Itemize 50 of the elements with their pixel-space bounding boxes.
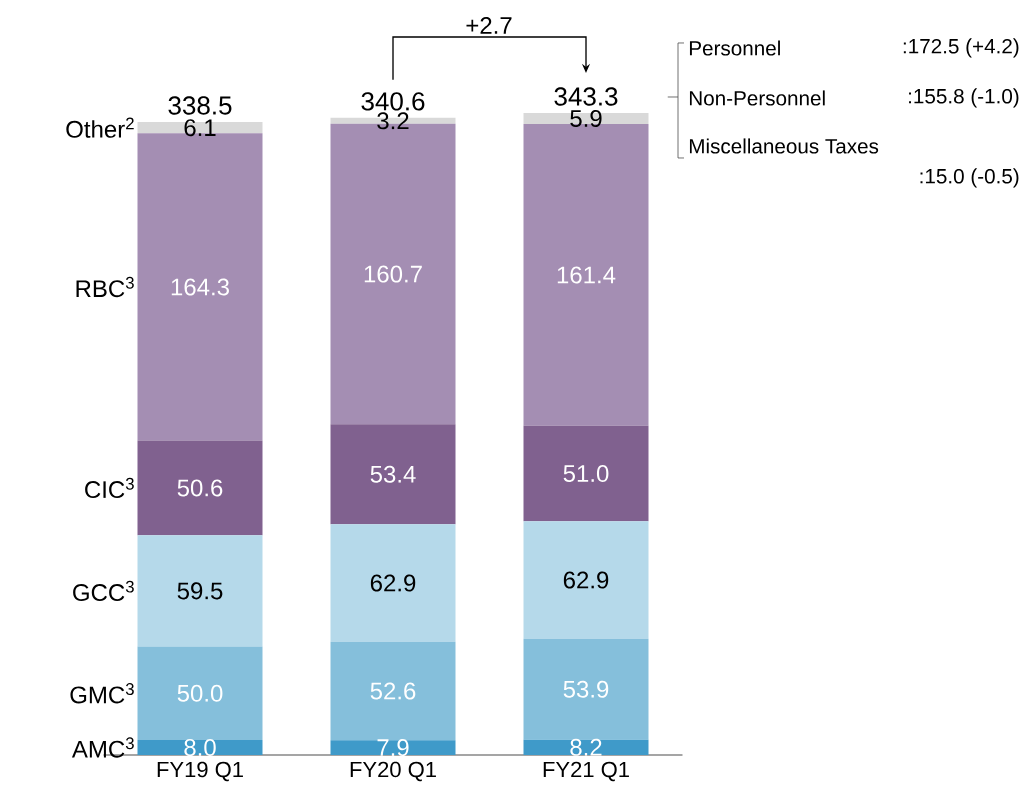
- data-label: 51.0: [563, 465, 609, 483]
- total-label: 343.3: [554, 87, 618, 106]
- bar: [137, 535, 263, 647]
- data-label: 8.2: [570, 738, 602, 756]
- x-tick-label: FY21 Q1: [543, 761, 629, 782]
- bar: [137, 440, 263, 536]
- data-label: 53.9: [563, 680, 609, 698]
- bar: [330, 641, 456, 741]
- series-label: GCC$^{3}$: [73, 580, 134, 602]
- text: +2.7: [466, 16, 512, 34]
- bar: [330, 740, 456, 755]
- x-tick-label: FY20 Q1: [350, 761, 436, 782]
- bar: [523, 521, 649, 639]
- bar: [523, 425, 649, 522]
- data-label: 160.7: [364, 265, 422, 283]
- x-tick-label: FY19 Q1: [157, 761, 243, 782]
- data-label: 53.4: [370, 465, 416, 483]
- series-label: GMC$^{3}$: [70, 683, 134, 704]
- bar: [523, 638, 649, 740]
- bar: [330, 424, 456, 525]
- data-label: 5.9: [570, 109, 602, 127]
- text: Miscellaneous Taxes: [689, 138, 879, 154]
- data-label: 50.6: [177, 479, 223, 497]
- series-label: AMC$^{3}$: [71, 737, 134, 758]
- bar: [330, 524, 456, 642]
- data-label: 3.2: [377, 112, 409, 130]
- data-label: 52.6: [370, 682, 416, 700]
- bar: [523, 112, 649, 125]
- series-label: RBC$^{3}$: [76, 276, 134, 298]
- data-label: 62.9: [370, 574, 416, 592]
- total-label: 338.5: [168, 96, 232, 115]
- total-label: 340.6: [361, 92, 425, 111]
- data-label: 59.5: [177, 582, 223, 600]
- bar: [137, 646, 263, 741]
- bar: [137, 740, 263, 755]
- data-label: 7.9: [377, 739, 409, 757]
- series-label: Other$^{2}$: [66, 117, 134, 138]
- data-label: 161.4: [557, 266, 616, 284]
- data-label: 6.1: [184, 119, 216, 137]
- series-label: CIC$^{3}$: [85, 477, 134, 499]
- data-label: 62.9: [563, 571, 609, 589]
- data-label: 50.0: [177, 684, 223, 702]
- text: :155.8 (-1.0): [909, 88, 1019, 108]
- bar: [523, 739, 649, 755]
- text: Non-Personnel: [689, 90, 825, 106]
- data-label: 164.3: [171, 278, 229, 296]
- text: :172.5 (+4.2): [903, 38, 1019, 58]
- text: Personnel: [689, 40, 780, 56]
- data-label: 8.0: [184, 739, 216, 756]
- text: :15.0 (-0.5): [920, 168, 1019, 188]
